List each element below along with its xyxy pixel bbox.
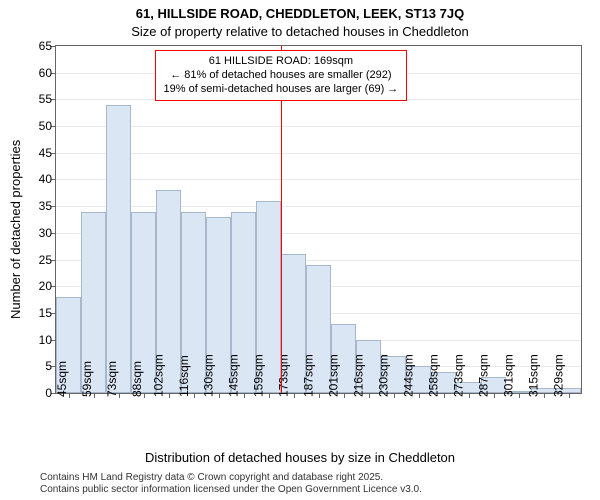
xtick-label: 73sqm [104, 361, 118, 397]
xtick-label: 187sqm [301, 354, 315, 397]
ytick-label: 60 [39, 66, 52, 80]
xtick-mark [194, 393, 195, 398]
xtick-mark [369, 393, 370, 398]
xtick-mark [494, 393, 495, 398]
xtick-mark [169, 393, 170, 398]
chart-subtitle: Size of property relative to detached ho… [0, 24, 600, 39]
xtick-mark [319, 393, 320, 398]
xtick-label: 301sqm [501, 354, 515, 397]
grid-line [56, 179, 581, 180]
xtick-mark [219, 393, 220, 398]
chart-footnote: Contains HM Land Registry data © Crown c… [40, 472, 422, 496]
xtick-label: 315sqm [526, 354, 540, 397]
xtick-mark [544, 393, 545, 398]
footnote-line2: Contains public sector information licen… [40, 484, 422, 496]
property-size-chart: 61, HILLSIDE ROAD, CHEDDLETON, LEEK, ST1… [0, 0, 600, 500]
xtick-mark [294, 393, 295, 398]
ytick-label: 25 [39, 253, 52, 267]
xtick-mark [269, 393, 270, 398]
xtick-label: 88sqm [129, 361, 143, 397]
xtick-label: 273sqm [451, 354, 465, 397]
marker-callout: 61 HILLSIDE ROAD: 169sqm ← 81% of detach… [155, 50, 408, 101]
grid-line [56, 126, 581, 127]
ytick-label: 5 [45, 359, 52, 373]
x-axis-label: Distribution of detached houses by size … [0, 450, 600, 465]
xtick-label: 102sqm [151, 354, 165, 397]
ytick-label: 30 [39, 226, 52, 240]
xtick-label: 59sqm [79, 361, 93, 397]
ytick-label: 50 [39, 119, 52, 133]
xtick-mark [419, 393, 420, 398]
grid-line [56, 153, 581, 154]
ytick-label: 40 [39, 172, 52, 186]
ytick-label: 65 [39, 39, 52, 53]
xtick-mark [394, 393, 395, 398]
xtick-label: 258sqm [426, 354, 440, 397]
bar [106, 105, 131, 393]
callout-line3: 19% of semi-detached houses are larger (… [164, 83, 399, 97]
ytick-label: 15 [39, 306, 52, 320]
xtick-label: 287sqm [476, 354, 490, 397]
ytick-label: 20 [39, 279, 52, 293]
ytick-label: 0 [45, 386, 52, 400]
xtick-label: 230sqm [376, 354, 390, 397]
xtick-label: 216sqm [351, 354, 365, 397]
ytick-label: 35 [39, 199, 52, 213]
ytick-label: 55 [39, 92, 52, 106]
xtick-mark [244, 393, 245, 398]
xtick-mark [569, 393, 570, 398]
xtick-mark [344, 393, 345, 398]
y-axis-label: Number of detached properties [8, 139, 23, 318]
xtick-mark [519, 393, 520, 398]
xtick-label: 130sqm [201, 354, 215, 397]
xtick-mark [444, 393, 445, 398]
xtick-label: 159sqm [251, 354, 265, 397]
ytick-label: 45 [39, 146, 52, 160]
xtick-label: 145sqm [226, 354, 240, 397]
chart-title-address: 61, HILLSIDE ROAD, CHEDDLETON, LEEK, ST1… [0, 6, 600, 21]
ytick-label: 10 [39, 333, 52, 347]
xtick-label: 244sqm [401, 354, 415, 397]
callout-line1: 61 HILLSIDE ROAD: 169sqm [164, 55, 399, 69]
xtick-mark [469, 393, 470, 398]
callout-line2: ← 81% of detached houses are smaller (29… [164, 69, 399, 83]
xtick-label: 45sqm [54, 361, 68, 397]
xtick-label: 201sqm [326, 354, 340, 397]
plot-area: 0510152025303540455055606545sqm59sqm73sq… [55, 45, 582, 394]
grid-line [56, 206, 581, 207]
xtick-label: 329sqm [551, 354, 565, 397]
footnote-line1: Contains HM Land Registry data © Crown c… [40, 472, 422, 484]
xtick-label: 116sqm [177, 355, 191, 397]
xtick-label: 173sqm [276, 354, 290, 397]
